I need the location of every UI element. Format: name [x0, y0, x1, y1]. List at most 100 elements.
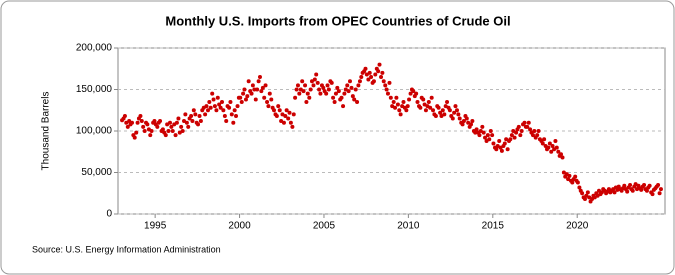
data-point	[130, 120, 135, 125]
data-point	[138, 114, 143, 119]
data-point	[536, 129, 541, 133]
data-point	[485, 133, 490, 138]
data-point	[307, 95, 312, 100]
data-point	[644, 188, 649, 193]
data-point	[440, 108, 445, 113]
data-point	[142, 129, 147, 133]
data-point	[639, 187, 644, 192]
data-point	[267, 91, 272, 96]
data-point	[519, 129, 524, 133]
data-point	[404, 108, 409, 113]
data-point	[612, 190, 617, 195]
data-point	[528, 127, 533, 132]
data-point	[259, 89, 264, 94]
data-point	[148, 133, 153, 138]
data-point	[255, 87, 260, 92]
x-tick-label: 2015	[482, 221, 505, 232]
data-point	[229, 112, 234, 117]
data-point	[391, 99, 396, 104]
data-point	[433, 114, 438, 119]
data-point	[480, 124, 485, 129]
data-point	[290, 124, 295, 129]
data-point	[257, 75, 262, 80]
data-point	[163, 133, 168, 138]
data-point	[355, 99, 360, 104]
data-point	[152, 119, 157, 124]
data-point	[286, 116, 291, 121]
data-point	[585, 190, 590, 195]
data-point	[132, 135, 137, 140]
data-point	[228, 99, 233, 104]
data-point	[352, 97, 357, 102]
data-point	[395, 102, 400, 107]
data-point	[401, 99, 406, 104]
data-point	[477, 133, 482, 138]
data-point	[418, 105, 423, 110]
data-point	[346, 89, 351, 94]
data-point	[445, 99, 450, 104]
data-point	[657, 191, 662, 196]
data-point	[483, 135, 488, 140]
data-point	[502, 141, 507, 146]
data-point	[415, 99, 420, 104]
data-point	[293, 95, 298, 100]
data-point	[167, 120, 172, 125]
data-point	[647, 183, 652, 188]
data-point	[497, 138, 502, 143]
x-tick-label: 1995	[144, 221, 167, 232]
data-point	[411, 89, 416, 94]
data-point	[211, 97, 216, 102]
data-point	[234, 114, 239, 119]
data-point	[487, 137, 492, 142]
data-point	[336, 89, 341, 94]
data-point	[332, 99, 337, 104]
data-point	[426, 99, 431, 104]
data-point	[567, 173, 572, 178]
data-point	[397, 108, 402, 113]
data-point	[333, 91, 338, 96]
data-point	[356, 83, 361, 88]
data-point	[582, 197, 587, 202]
data-point	[160, 127, 165, 132]
data-point	[193, 112, 198, 117]
data-point	[359, 75, 364, 80]
data-point	[271, 108, 276, 113]
data-point	[559, 152, 564, 157]
data-point	[274, 114, 279, 119]
source-note: Source: U.S. Energy Information Administ…	[32, 244, 221, 254]
data-point	[499, 148, 504, 153]
data-point	[452, 110, 457, 115]
data-point	[550, 143, 555, 148]
data-point	[294, 87, 299, 92]
data-point	[342, 91, 347, 96]
data-point	[530, 133, 535, 138]
data-point	[540, 141, 545, 146]
data-point	[169, 124, 174, 129]
data-point	[383, 83, 388, 88]
data-point	[376, 69, 381, 74]
data-point	[447, 108, 452, 113]
data-point	[139, 119, 144, 124]
data-point	[301, 89, 306, 94]
data-point	[145, 122, 150, 127]
data-point	[398, 112, 403, 117]
x-tick-label: 2010	[397, 221, 420, 232]
data-point	[155, 124, 160, 129]
data-point	[221, 108, 226, 113]
data-point	[457, 116, 462, 121]
data-point	[317, 87, 322, 92]
data-point	[288, 120, 293, 125]
data-point	[577, 185, 582, 190]
data-point	[469, 122, 474, 127]
data-point	[218, 105, 223, 110]
data-point	[141, 124, 146, 129]
data-point	[283, 114, 288, 119]
data-point	[405, 104, 410, 109]
data-point	[379, 75, 384, 80]
data-point	[318, 91, 323, 96]
data-point	[232, 108, 237, 113]
data-point	[549, 149, 554, 154]
data-point	[238, 95, 243, 100]
data-point	[514, 130, 519, 135]
data-point	[556, 149, 561, 154]
